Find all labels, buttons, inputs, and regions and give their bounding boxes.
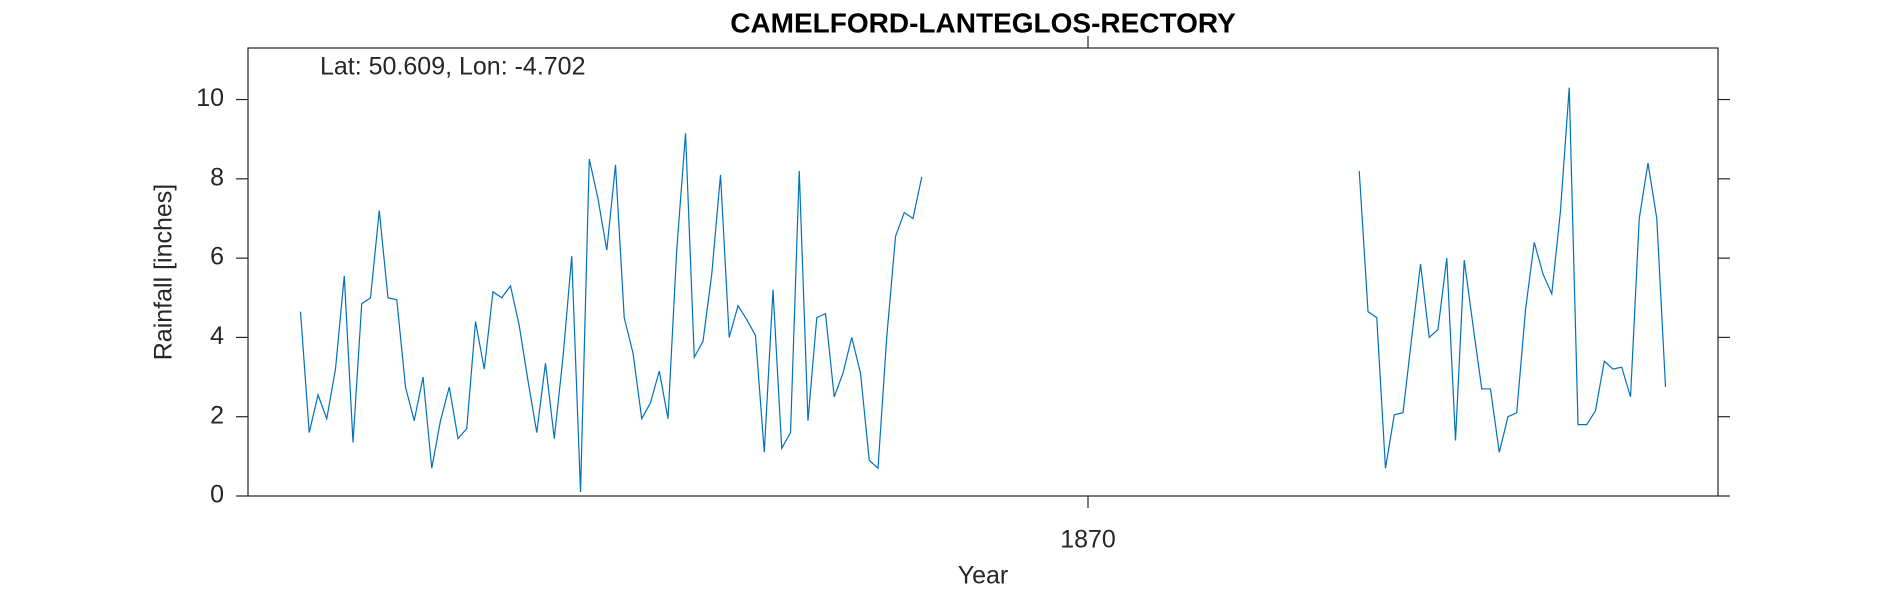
y-axis-label: Rainfall [inches] [150,184,178,360]
y-tick-label: 8 [210,163,224,191]
axes-box [247,47,1719,497]
y-tick-label: 2 [210,401,224,429]
rainfall-line [299,87,1667,493]
x-axis-label: Year [958,562,1009,590]
y-tick-label: 6 [210,243,224,271]
y-tick-label: 0 [210,481,224,509]
y-tick-label: 4 [210,322,224,350]
annotation: Lat: 50.609, Lon: -4.702 [320,53,586,81]
chart-title: CAMELFORD-LANTEGLOS-RECTORY [730,7,1236,38]
x-tick-label: 1870 [1060,526,1116,554]
y-tick-label: 10 [196,84,224,112]
